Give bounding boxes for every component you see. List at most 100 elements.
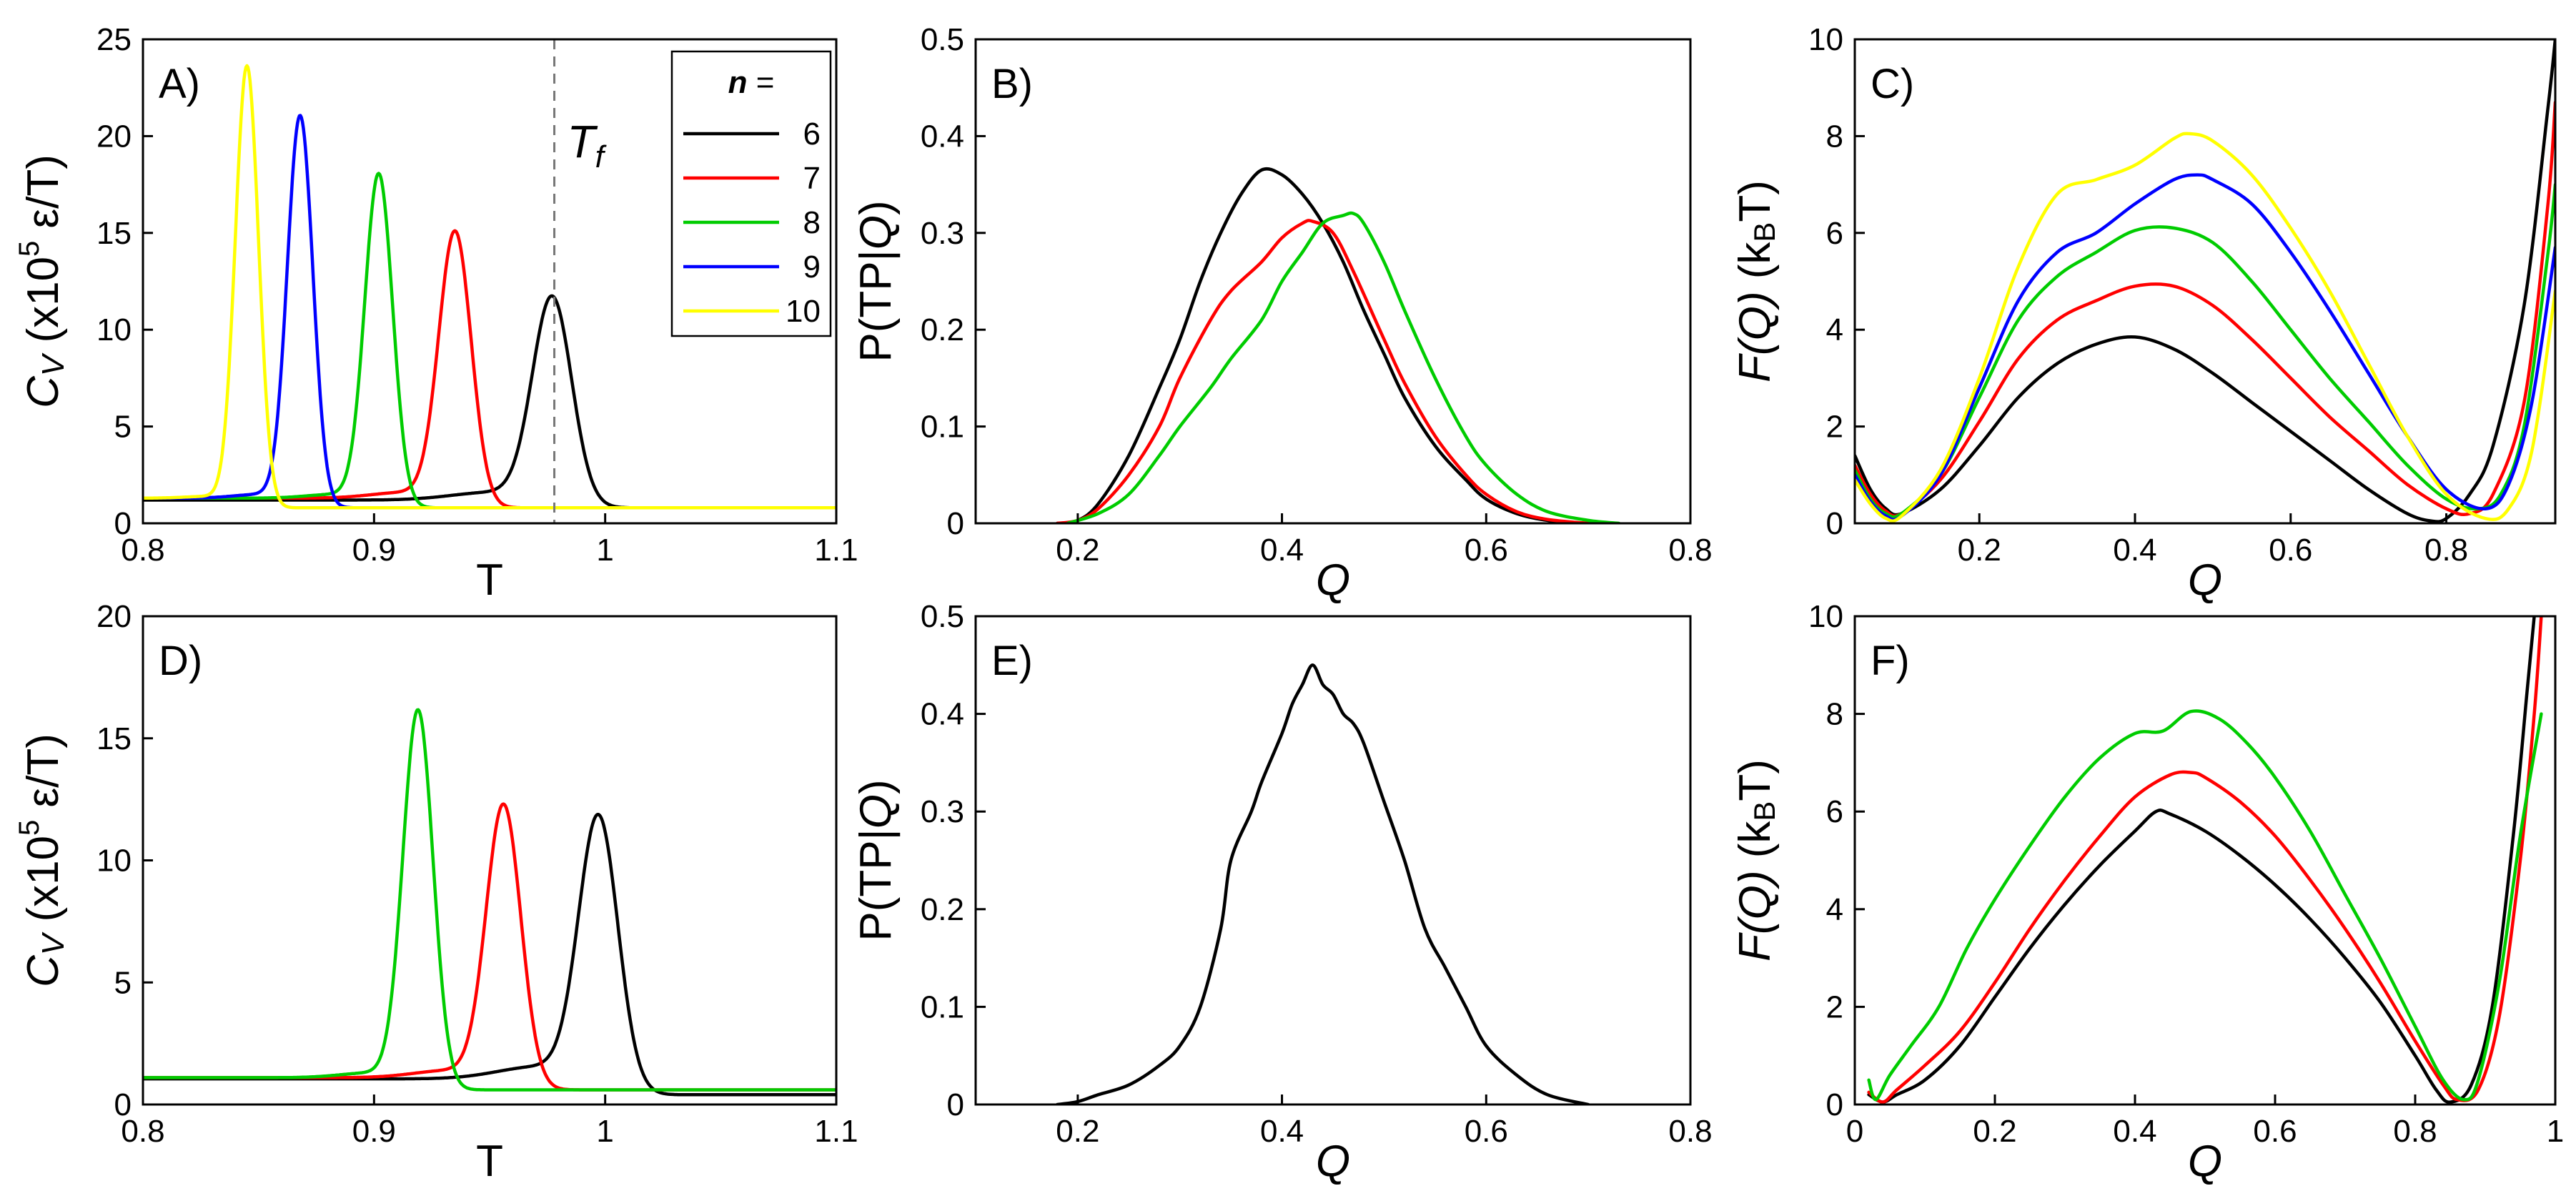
panel-b: 0.2 0.4 0.6 0.8 0 0.1 0.2 0.3 0.4 0.5 B) Q P(TP|Q)	[851, 22, 1712, 605]
y-tick-label: 0	[947, 506, 964, 541]
x-tick-label: 0.8	[2424, 533, 2468, 568]
series-line-n8	[143, 708, 836, 1092]
y-tick-label: 0	[1826, 1087, 1843, 1122]
x-axis-label-b: Q	[1316, 555, 1350, 605]
tf-label: Tf	[568, 116, 608, 174]
x-tick-label: 0	[1846, 1114, 1863, 1149]
panel-a: Tf 0.8 0.9 1 1.1 0 5 10 15 20 25 A) T CV (x105 ε/T) n …	[14, 22, 858, 605]
y-tick-label: 0.3	[921, 216, 964, 251]
y-tick-label: 0.3	[921, 794, 964, 829]
series-group-d	[143, 708, 836, 1097]
series-group-a	[143, 64, 836, 510]
x-tick-label: 0.2	[1056, 1114, 1099, 1149]
panel-label-e: E)	[991, 638, 1033, 684]
y-tick-label: 0.4	[921, 119, 964, 154]
panel-e: 0.2 0.4 0.6 0.8 0 0.1 0.2 0.3 0.4 0.5 E) Q P(TP|Q)	[851, 599, 1712, 1186]
panel-label-a: A)	[159, 61, 200, 107]
series-line-n10	[1855, 132, 2555, 523]
x-tick-label: 0.8	[2393, 1114, 2437, 1149]
y-tick-label: 4	[1826, 312, 1843, 347]
y-tick-label: 15	[96, 721, 132, 756]
y-tick-label: 0	[1826, 506, 1843, 541]
series-line-n6	[1867, 616, 2536, 1104]
x-axis-label-c: Q	[2188, 555, 2222, 605]
legend-title: n =	[728, 65, 775, 100]
plot-frame-b	[974, 38, 1692, 525]
panel-label-f: F)	[1871, 638, 1910, 684]
y-tick-label: 6	[1826, 216, 1843, 251]
plot-frame-c	[1853, 38, 2557, 525]
panel-label-b: B)	[991, 61, 1033, 107]
legend-label-n6: 6	[803, 117, 821, 152]
panel-label-d: D)	[159, 638, 202, 684]
y-axis-label-c: F(Q) (kBT)	[1730, 180, 1781, 382]
x-tick-label: 0.6	[1465, 1114, 1508, 1149]
series-group-e	[1056, 663, 1590, 1104]
x-tick-label: 1	[596, 533, 613, 568]
series-line-n10	[143, 64, 836, 510]
panel-c: 0.2 0.4 0.6 0.8 0 2 4 6 8 10 C) Q F(Q) (kBT)	[1730, 22, 2557, 605]
x-tick-label: 0.9	[352, 533, 396, 568]
x-tick-label: 0.6	[2269, 533, 2312, 568]
x-tick-label: 1	[596, 1114, 613, 1149]
x-axis-label-d: T	[476, 1137, 503, 1186]
x-tick-label: 0.9	[352, 1114, 396, 1149]
panel-d: 0.8 0.9 1 1.1 0 5 10 15 20 D) T CV (x105 ε/T)	[14, 599, 858, 1186]
x-tick-label: 0.8	[1668, 1114, 1712, 1149]
x-tick-label: 0.6	[1465, 533, 1508, 568]
series-line-n6	[1855, 39, 2555, 523]
y-tick-label: 25	[96, 22, 132, 57]
y-tick-label: 8	[1826, 697, 1843, 732]
series-line-n7	[143, 802, 836, 1092]
x-tick-label: 0.8	[121, 1114, 164, 1149]
x-tick-label: 0.4	[1260, 533, 1304, 568]
legend: n = 6 7 8 9 10	[670, 50, 832, 337]
x-tick-label: 1.1	[814, 533, 858, 568]
legend-label-n8: 8	[803, 205, 821, 240]
y-tick-label: 4	[1826, 892, 1843, 927]
legend-label-n9: 9	[803, 249, 821, 285]
y-tick-label: 10	[1808, 22, 1843, 57]
y-tick-label: 15	[96, 216, 132, 251]
x-tick-label: 0.8	[1668, 533, 1712, 568]
series-line-n9	[1855, 173, 2555, 522]
y-axis-label-a: CV (x105 ε/T)	[14, 154, 71, 408]
y-tick-label: 10	[96, 312, 132, 347]
series-line-n8	[1867, 709, 2543, 1102]
y-tick-label: 0.2	[921, 312, 964, 347]
panel-label-c: C)	[1871, 61, 1914, 107]
x-tick-label: 1.1	[814, 1114, 858, 1149]
x-tick-label: 0.4	[1260, 1114, 1304, 1149]
legend-label-n10: 10	[786, 294, 821, 329]
series-group-c	[1855, 39, 2555, 523]
series-line-n6	[1056, 663, 1590, 1104]
y-tick-label: 0	[114, 506, 132, 541]
y-axis-label-d: CV (x105 ε/T)	[14, 733, 71, 987]
y-tick-label: 0.4	[921, 697, 964, 732]
y-axis-label-e: P(TP|Q)	[851, 779, 901, 941]
legend-label-n7: 7	[803, 161, 821, 196]
plot-frame-f	[1853, 615, 2557, 1106]
y-tick-label: 5	[114, 965, 132, 1000]
y-tick-label: 0.5	[921, 22, 964, 57]
series-line-n7	[1855, 100, 2555, 518]
series-line-n6	[1056, 167, 1590, 523]
x-axis-label-f: Q	[2188, 1137, 2222, 1186]
series-line-n7	[1056, 219, 1590, 523]
y-axis-label-f: F(Q) (kBT)	[1730, 759, 1781, 962]
y-axis-label-b: P(TP|Q)	[851, 200, 901, 362]
y-tick-label: 0.5	[921, 599, 964, 634]
x-tick-label: 0.2	[1973, 1114, 2016, 1149]
y-tick-label: 6	[1826, 794, 1843, 829]
y-tick-label: 20	[96, 119, 132, 154]
x-axis-label-a: T	[476, 555, 503, 605]
plot-frame-d	[142, 615, 838, 1106]
y-tick-label: 10	[1808, 599, 1843, 634]
y-tick-label: 0	[114, 1087, 132, 1122]
y-tick-label: 20	[96, 599, 132, 634]
series-line-n7	[1867, 616, 2543, 1104]
x-tick-label: 0.2	[1056, 533, 1099, 568]
y-tick-label: 0.2	[921, 892, 964, 927]
